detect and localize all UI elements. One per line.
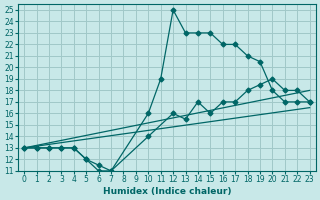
X-axis label: Humidex (Indice chaleur): Humidex (Indice chaleur) [103, 187, 231, 196]
